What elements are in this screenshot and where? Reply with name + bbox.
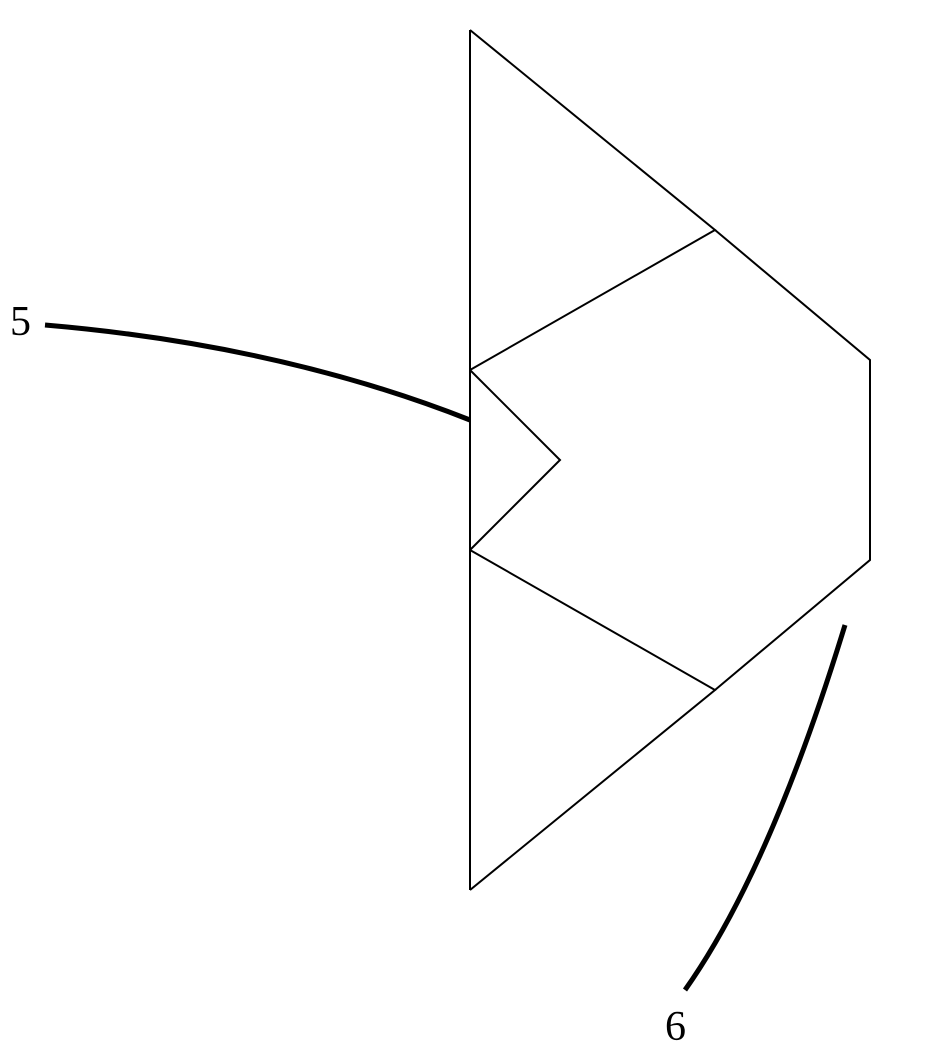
lower-triangle <box>470 550 715 890</box>
diagram-canvas: 5 6 <box>0 0 937 1055</box>
pentagon-left-notch <box>470 370 560 550</box>
upper-triangle <box>470 30 715 370</box>
leader-curve-5 <box>45 325 470 420</box>
pentagon-right <box>715 230 870 690</box>
label-5: 5 <box>10 299 31 345</box>
leader-curve-6 <box>685 625 845 990</box>
label-6: 6 <box>665 1004 686 1050</box>
